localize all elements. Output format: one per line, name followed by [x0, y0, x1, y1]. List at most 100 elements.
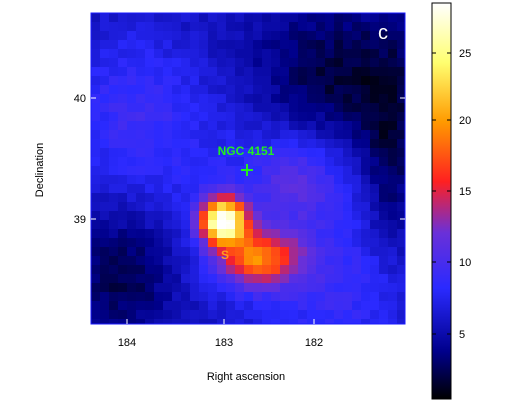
map-pixel	[109, 202, 119, 212]
map-pixel	[199, 301, 209, 311]
map-pixel	[181, 184, 191, 194]
map-pixel	[208, 175, 218, 185]
map-pixel	[280, 40, 290, 50]
map-pixel	[109, 121, 119, 131]
map-pixel	[334, 319, 344, 324]
map-pixel	[145, 49, 155, 59]
map-pixel	[307, 49, 317, 59]
map-pixel	[235, 148, 245, 158]
map-pixel	[325, 283, 335, 293]
map-pixel	[190, 58, 200, 68]
map-pixel	[370, 256, 380, 266]
map-pixel	[154, 211, 164, 221]
map-pixel	[199, 220, 209, 230]
map-pixel	[217, 121, 227, 131]
map-pixel	[91, 157, 101, 167]
map-pixel	[190, 301, 200, 311]
map-pixel	[379, 292, 389, 302]
map-pixel	[244, 274, 254, 284]
map-pixel	[163, 220, 173, 230]
map-pixel	[316, 58, 326, 68]
map-pixel	[370, 211, 380, 221]
map-pixel	[325, 184, 335, 194]
map-pixel	[307, 220, 317, 230]
map-pixel	[253, 247, 263, 257]
map-pixel	[262, 184, 272, 194]
map-pixel	[271, 193, 281, 203]
map-pixel	[181, 202, 191, 212]
map-pixel	[172, 274, 182, 284]
map-pixel	[262, 220, 272, 230]
map-pixel	[109, 184, 119, 194]
map-pixel	[370, 130, 380, 140]
map-pixel	[325, 265, 335, 275]
map-pixel	[397, 283, 405, 293]
map-pixel	[397, 22, 405, 32]
map-pixel	[100, 220, 110, 230]
map-pixel	[163, 148, 173, 158]
map-pixel	[127, 112, 137, 122]
map-pixel	[262, 157, 272, 167]
map-pixel	[397, 67, 405, 77]
map-pixel	[118, 193, 128, 203]
map-pixel	[325, 229, 335, 239]
map-pixel	[280, 94, 290, 104]
map-pixel	[397, 166, 405, 176]
map-pixel	[154, 319, 164, 324]
map-pixel	[262, 22, 272, 32]
map-pixel	[109, 112, 119, 122]
map-pixel	[325, 166, 335, 176]
map-pixel	[307, 85, 317, 95]
map-pixel	[226, 202, 236, 212]
map-pixel	[352, 256, 362, 266]
map-pixel	[325, 58, 335, 68]
map-pixel	[226, 139, 236, 149]
map-pixel	[100, 49, 110, 59]
map-pixel	[271, 202, 281, 212]
map-pixel	[109, 103, 119, 113]
map-pixel	[352, 94, 362, 104]
map-pixel	[289, 175, 299, 185]
map-pixel	[208, 40, 218, 50]
map-pixel	[325, 202, 335, 212]
map-pixel	[334, 112, 344, 122]
map-pixel	[190, 130, 200, 140]
map-pixel	[235, 58, 245, 68]
map-pixel	[271, 301, 281, 311]
map-pixel	[163, 256, 173, 266]
map-pixel	[226, 310, 236, 320]
map-pixel	[343, 184, 353, 194]
map-pixel	[208, 139, 218, 149]
map-pixel	[91, 13, 101, 23]
map-pixel	[361, 103, 371, 113]
map-pixel	[163, 49, 173, 59]
map-pixel	[109, 94, 119, 104]
map-pixel	[280, 67, 290, 77]
map-pixel	[352, 157, 362, 167]
map-pixel	[334, 256, 344, 266]
map-pixel	[289, 139, 299, 149]
map-pixel	[271, 130, 281, 140]
map-pixel	[334, 274, 344, 284]
map-pixel	[154, 112, 164, 122]
map-pixel	[316, 40, 326, 50]
map-pixel	[397, 40, 405, 50]
y-tick-40: 40	[74, 93, 86, 105]
map-pixel	[226, 238, 236, 248]
map-pixel	[172, 157, 182, 167]
map-pixel	[190, 13, 200, 23]
map-pixel	[163, 202, 173, 212]
map-pixel	[370, 148, 380, 158]
map-pixel	[172, 202, 182, 212]
map-pixel	[361, 157, 371, 167]
map-pixel	[244, 247, 254, 257]
map-pixel	[244, 130, 254, 140]
map-pixel	[127, 139, 137, 149]
map-pixel	[361, 202, 371, 212]
map-pixel	[217, 148, 227, 158]
map-pixel	[181, 130, 191, 140]
map-pixel	[370, 49, 380, 59]
map-pixel	[298, 49, 308, 59]
map-pixel	[199, 256, 209, 266]
map-pixel	[262, 31, 272, 41]
